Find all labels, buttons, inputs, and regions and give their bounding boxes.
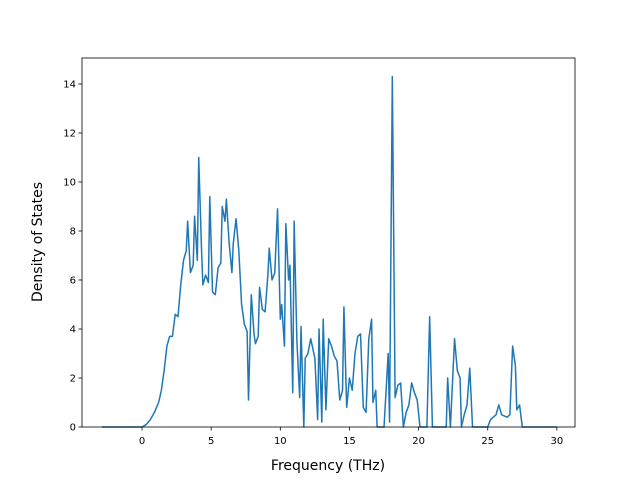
line — [101, 75, 557, 428]
y-tick-label: 10 — [63, 177, 76, 188]
y-tick-label: 6 — [70, 275, 76, 286]
x-tick-label: 5 — [208, 436, 214, 447]
x-tick-label: 10 — [274, 436, 287, 447]
y-tick-label: 2 — [70, 373, 76, 384]
y-tick-label: 0 — [70, 423, 76, 434]
y-tick-label: 12 — [63, 128, 76, 139]
y-tick-label: 8 — [70, 226, 76, 237]
y-tick-label: 14 — [63, 79, 76, 90]
y-tick-label: 4 — [70, 324, 76, 335]
y-axis-label: Density of States — [30, 182, 46, 302]
x-tick-label: 15 — [343, 436, 356, 447]
x-tick-label: 0 — [139, 436, 145, 447]
plot-frame — [81, 57, 576, 428]
x-tick-label: 30 — [551, 436, 564, 447]
x-tick-label: 25 — [481, 436, 494, 447]
x-axis-label: Frequency (THz) — [271, 458, 385, 474]
x-tick-label: 20 — [412, 436, 425, 447]
